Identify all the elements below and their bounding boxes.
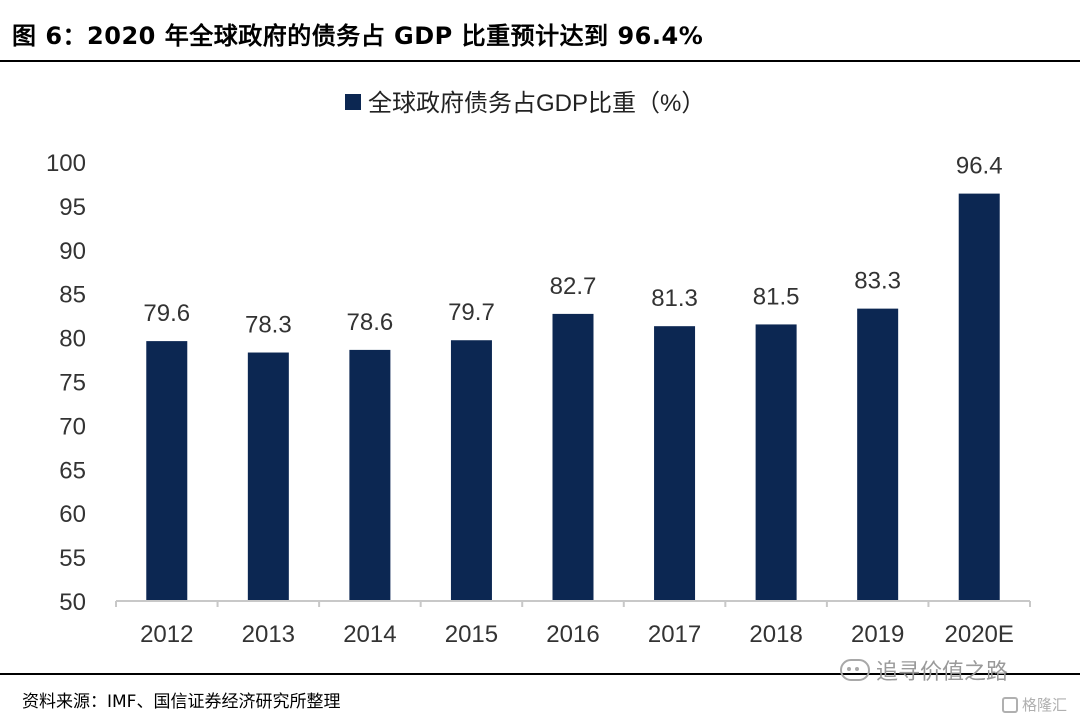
y-tick-label: 75 (59, 370, 86, 397)
legend-label: 全球政府债务占GDP比重（%） (368, 90, 705, 117)
bar (146, 341, 188, 601)
wechat-icon (840, 659, 870, 681)
y-tick-label: 85 (59, 282, 86, 309)
chart-legend: 全球政府债务占GDP比重（%） (345, 90, 705, 117)
bar (755, 324, 797, 601)
bar-chart: 全球政府债务占GDP比重（%） 50556065707580859095100 … (46, 90, 1031, 648)
data-label: 78.3 (245, 312, 292, 339)
watermark: 追寻价值之路 (840, 654, 1008, 686)
y-axis: 50 55 60 65 70 75 80 85 90 95 100 (46, 150, 86, 616)
title-bar: 图 6：2020 年全球政府的债务占 GDP 比重预计达到 96.4% (0, 0, 1080, 62)
y-tick-label: 95 (59, 194, 86, 221)
figure-title: 图 6：2020 年全球政府的债务占 GDP 比重预计达到 96.4% (12, 22, 704, 50)
bar (958, 193, 1000, 601)
bar (247, 352, 289, 601)
footer-rule (0, 673, 1080, 675)
brand-logo-icon (1002, 696, 1018, 713)
x-tick-label: 2015 (445, 621, 498, 648)
bar (654, 326, 696, 601)
bar (349, 349, 391, 601)
bars-group (146, 193, 1000, 601)
legend-swatch (345, 94, 361, 110)
x-tick-label: 2017 (648, 621, 701, 648)
y-tick-label: 70 (59, 413, 86, 440)
x-tick-label: 2018 (749, 621, 802, 648)
data-label: 82.7 (550, 273, 597, 300)
x-tick-label: 2012 (140, 621, 193, 648)
x-tick-label: 2016 (546, 621, 599, 648)
data-label: 81.5 (753, 283, 800, 310)
y-tick-label: 80 (59, 326, 86, 353)
y-tick-label: 65 (59, 457, 86, 484)
data-label: 79.6 (143, 300, 190, 327)
data-labels-group: 79.6 78.3 78.6 79.7 82.7 81.3 81.5 83.3 96.4 (143, 153, 1002, 339)
y-tick-label: 90 (59, 238, 86, 265)
data-label: 81.3 (651, 285, 698, 312)
x-tick-label: 2019 (851, 621, 904, 648)
data-label: 96.4 (956, 153, 1003, 180)
bar (552, 313, 594, 601)
bar (450, 340, 492, 601)
data-label: 79.7 (448, 299, 495, 326)
x-tick-label: 2020E (945, 621, 1014, 648)
x-axis: 2012 2013 2014 2015 2016 2017 2018 2019 2020E (115, 600, 1031, 648)
brand-text: 格隆汇 (1022, 696, 1068, 714)
data-label: 83.3 (854, 268, 901, 295)
y-tick-label: 50 (59, 589, 86, 616)
y-tick-label: 60 (59, 501, 86, 528)
x-tick-label: 2013 (242, 621, 295, 648)
y-tick-label: 55 (59, 545, 86, 572)
watermark-text: 追寻价值之路 (876, 660, 1009, 685)
x-tick-label: 2014 (343, 621, 396, 648)
brand-watermark: 格隆汇 (1002, 694, 1067, 715)
data-label: 78.6 (347, 309, 394, 336)
y-tick-label: 100 (46, 150, 86, 177)
bar (857, 308, 899, 601)
source-note: 资料来源：IMF、国信证券经济研究所整理 (22, 692, 341, 712)
